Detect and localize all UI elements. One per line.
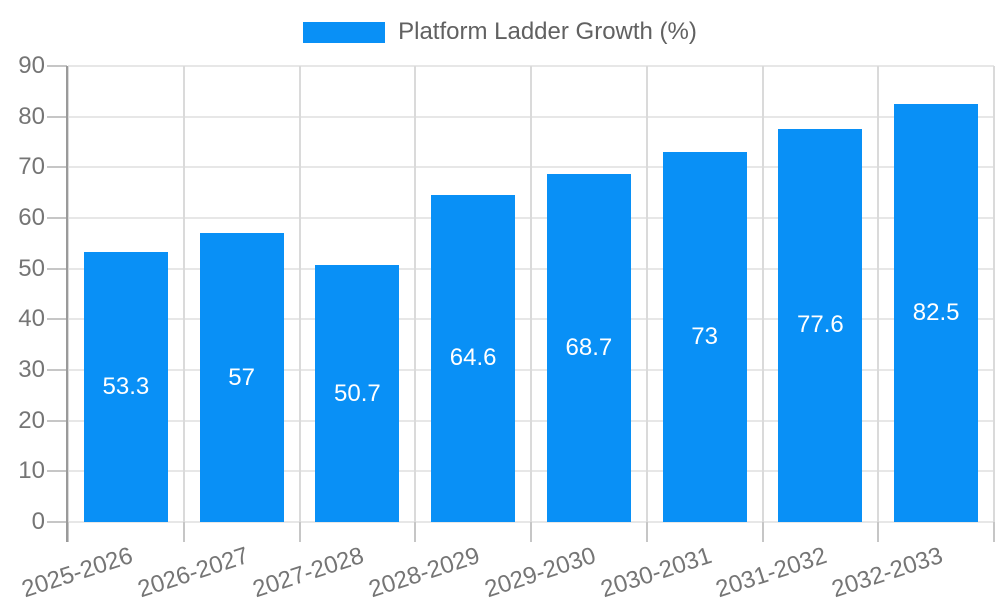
chart-legend[interactable]: Platform Ladder Growth (%) [0, 18, 1000, 45]
bar[interactable]: 68.7 [546, 173, 631, 522]
bar-value-label: 57 [228, 363, 255, 391]
y-axis-tick [47, 115, 67, 118]
x-gridline [530, 66, 532, 522]
y-axis-label: 40 [18, 305, 45, 333]
bar-value-label: 73 [691, 323, 718, 351]
x-axis-tick [993, 522, 995, 542]
y-axis-line [66, 66, 68, 542]
y-axis-label: 80 [18, 102, 45, 130]
x-axis-tick [182, 522, 185, 542]
x-gridline [414, 66, 417, 522]
y-axis-label: 60 [18, 204, 45, 231]
x-gridline [67, 66, 69, 522]
bar[interactable]: 77.6 [778, 128, 863, 522]
y-axis-tick [47, 318, 67, 321]
y-axis-tick [47, 521, 67, 523]
y-axis-label: 70 [18, 153, 45, 181]
legend-label: Platform Ladder Growth (%) [398, 18, 697, 45]
x-gridline [761, 66, 764, 522]
y-axis-tick [47, 419, 67, 422]
y-axis-label: 30 [18, 356, 45, 383]
bar[interactable]: 57 [199, 233, 284, 522]
y-axis-tick [47, 166, 67, 169]
bar-value-label: 68.7 [565, 333, 613, 361]
bar[interactable]: 50.7 [315, 265, 400, 522]
bar[interactable]: 73 [662, 152, 747, 522]
y-axis-tick [47, 267, 67, 270]
y-axis-label: 20 [18, 406, 45, 434]
x-axis-tick [67, 522, 69, 542]
bar-value-label: 77.6 [797, 311, 844, 339]
bar[interactable]: 53.3 [83, 251, 168, 522]
x-gridline [298, 66, 301, 522]
legend-swatch [303, 21, 386, 43]
y-axis-label: 90 [18, 52, 45, 79]
y-axis-tick [47, 369, 67, 371]
bar-value-label: 50.7 [334, 379, 381, 407]
bar[interactable]: 82.5 [894, 104, 979, 522]
y-axis-label: 10 [18, 457, 45, 485]
x-gridline [993, 66, 995, 522]
y-axis-tick [47, 65, 67, 67]
y-axis-tick [47, 217, 67, 219]
x-axis-tick [530, 522, 532, 542]
y-axis-tick [47, 470, 67, 473]
bar-value-label: 82.5 [912, 299, 960, 326]
x-axis-tick [298, 522, 301, 542]
bar-value-label: 53.3 [102, 372, 150, 400]
x-axis-tick [414, 522, 417, 542]
x-gridline [645, 66, 648, 522]
y-axis-label: 50 [18, 254, 45, 282]
y-axis-label: 0 [31, 508, 45, 535]
bar[interactable]: 64.6 [431, 194, 516, 522]
x-axis-tick [761, 522, 764, 542]
x-axis-tick [645, 522, 648, 542]
bar-value-label: 64.6 [449, 344, 497, 372]
x-gridline [182, 66, 185, 522]
x-gridline [877, 66, 880, 522]
x-axis-tick [877, 522, 880, 542]
